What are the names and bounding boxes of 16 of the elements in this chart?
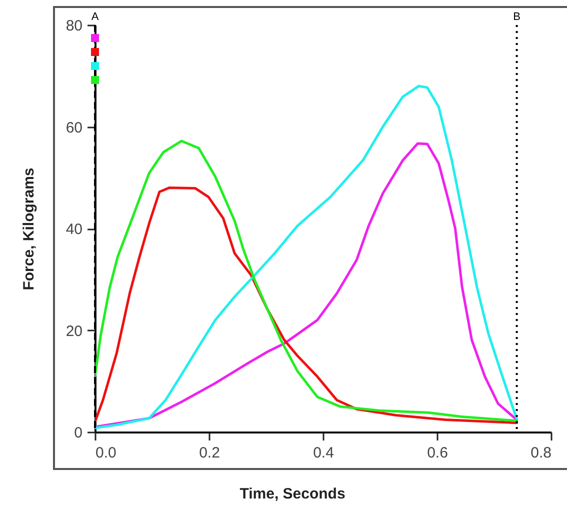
x-tick-label: 0.6 [427, 444, 448, 462]
line-series [95, 186, 518, 424]
line-series [95, 84, 518, 430]
x-tick-label: 0.8 [530, 444, 552, 462]
y-tick-label: 60 [66, 119, 82, 136]
ref-line-label: A [91, 11, 100, 23]
x-tick-label: 0.0 [96, 444, 116, 462]
y-axis-title: Force, Kilograms [20, 168, 38, 290]
ref-line-label: B [513, 11, 520, 23]
x-axis-title: Time, Seconds [240, 486, 346, 502]
y-tick-label: 0 [74, 424, 82, 442]
y-tick-label: 80 [66, 18, 82, 34]
y-tick-label: 20 [66, 322, 82, 340]
x-tick-label: 0.4 [313, 444, 334, 462]
x-tick-label: 0.2 [199, 444, 220, 462]
y-tick-label: 40 [66, 221, 82, 238]
